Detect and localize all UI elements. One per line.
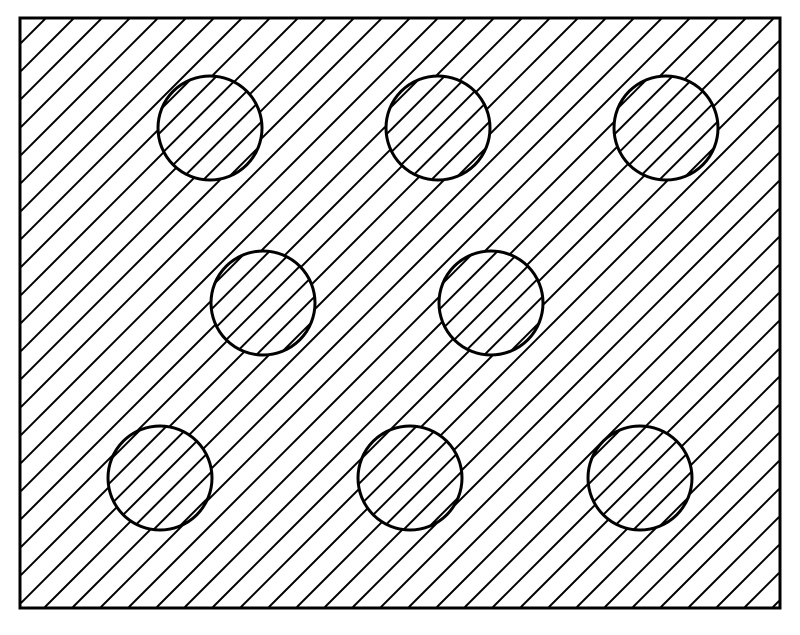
diagram-container bbox=[0, 0, 800, 635]
hatch-diagram bbox=[0, 0, 800, 630]
